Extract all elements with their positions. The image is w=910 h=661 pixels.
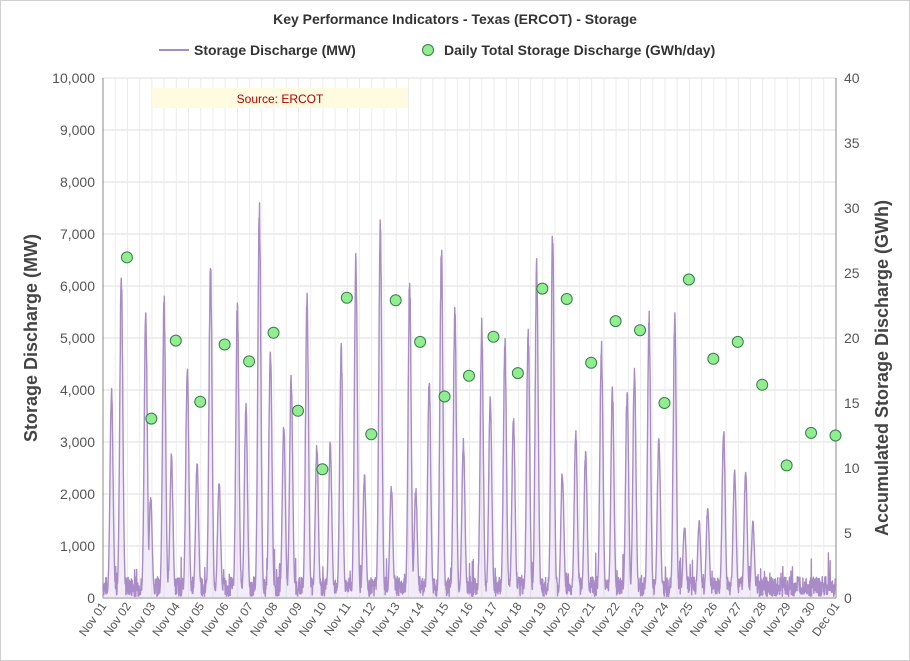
discharge-series — [102, 202, 837, 598]
daily-total-point — [560, 293, 573, 305]
daily-total-point — [707, 352, 720, 365]
daily-total-point — [414, 335, 427, 348]
y-tick-right-label: 5 — [844, 525, 852, 541]
daily-total-point — [218, 338, 231, 351]
y-tick-right-label: 0 — [844, 590, 852, 606]
daily-total-point — [609, 315, 622, 328]
chart-title: Key Performance Indicators - Texas (ERCO… — [273, 11, 637, 27]
daily-total-point — [805, 426, 818, 439]
daily-total-point — [658, 397, 671, 409]
legend: Storage Discharge (MW) Daily Total Stora… — [159, 42, 715, 58]
daily-total-point — [634, 324, 647, 337]
daily-total-point — [340, 291, 353, 304]
daily-total-point — [438, 390, 451, 403]
discharge-line — [102, 202, 837, 598]
daily-total-point — [585, 356, 598, 369]
daily-total-point — [291, 404, 304, 417]
daily-total-point — [169, 334, 182, 347]
daily-total-point — [365, 428, 378, 441]
daily-total-point — [487, 330, 500, 343]
y-tick-left-label: 3,000 — [60, 434, 95, 450]
y-tick-right-label: 40 — [844, 70, 860, 86]
y-tick-right-label: 20 — [844, 330, 860, 346]
y-tick-right-label: 10 — [844, 460, 860, 476]
y-tick-left-label: 5,000 — [60, 330, 95, 346]
y-tick-right-label: 35 — [844, 135, 860, 151]
daily-total-point — [194, 395, 207, 408]
daily-total-point — [756, 378, 769, 391]
y-axis-left-title: Storage Discharge (MW) — [21, 234, 41, 442]
daily-total-point — [243, 355, 256, 368]
legend-label-discharge: Storage Discharge (MW) — [194, 42, 356, 58]
legend-label-daily-total: Daily Total Storage Discharge (GWh/day) — [444, 42, 715, 58]
y-tick-left-label: 2,000 — [60, 486, 95, 502]
daily-total-point — [120, 251, 133, 264]
daily-total-point — [829, 429, 842, 442]
daily-total-point — [536, 282, 549, 295]
y-axis-left-ticks: 0 1,000 2,000 3,000 4,000 5,000 6,000 7,000 8,00… — [52, 70, 95, 606]
source-annotation: Source: ERCOT — [152, 88, 408, 108]
y-tick-left-label: 9,000 — [60, 122, 95, 138]
plot-frame — [102, 78, 837, 599]
y-axis-right-title: Accumulated Storage Discharge (GWh) — [872, 200, 892, 536]
y-tick-right-label: 30 — [844, 200, 860, 216]
y-tick-left-label: 8,000 — [60, 174, 95, 190]
y-tick-left-label: 1,000 — [60, 538, 95, 554]
daily-total-point — [682, 273, 695, 286]
y-tick-left-label: 10,000 — [52, 70, 95, 86]
daily-total-point — [389, 294, 402, 307]
y-tick-right-label: 15 — [844, 395, 860, 411]
y-tick-left-label: 7,000 — [60, 226, 95, 242]
daily-total-series — [120, 251, 842, 476]
daily-total-point — [316, 463, 329, 476]
daily-total-point — [731, 335, 744, 348]
y-tick-left-label: 0 — [87, 590, 95, 606]
y-axis-right-ticks: 0 5 10 15 20 25 30 35 40 — [844, 70, 860, 606]
daily-total-point — [267, 326, 280, 339]
daily-total-point — [463, 369, 475, 382]
y-tick-left-label: 6,000 — [60, 278, 95, 294]
daily-total-point — [780, 459, 793, 472]
source-box — [152, 88, 408, 108]
daily-total-point — [511, 367, 524, 380]
daily-total-point — [145, 412, 158, 425]
y-tick-right-label: 25 — [844, 265, 860, 281]
legend-dot-swatch — [422, 44, 434, 56]
y-tick-left-label: 4,000 — [60, 382, 95, 398]
source-text: Source: ERCOT — [237, 92, 324, 106]
